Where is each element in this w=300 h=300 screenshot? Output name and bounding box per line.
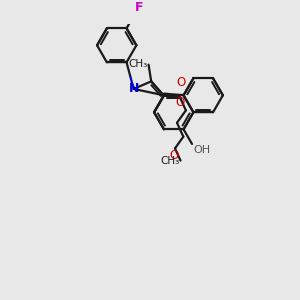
Text: O: O xyxy=(177,76,186,89)
Text: O: O xyxy=(176,96,185,109)
Text: F: F xyxy=(135,1,143,14)
Text: OH: OH xyxy=(193,145,210,155)
Text: N: N xyxy=(128,82,139,95)
Text: CH₃: CH₃ xyxy=(160,155,179,166)
Text: CH₃: CH₃ xyxy=(128,59,148,69)
Text: O: O xyxy=(170,149,179,162)
